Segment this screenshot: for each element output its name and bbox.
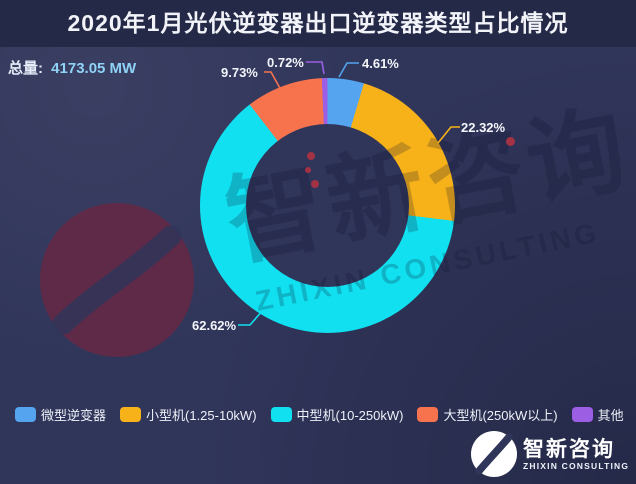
company-logo-icon xyxy=(471,431,517,477)
legend-swatch xyxy=(120,407,142,422)
legend-swatch xyxy=(417,407,439,422)
legend-item: 微型逆变器 xyxy=(15,405,106,424)
slice-label-medium: 62.62% xyxy=(192,318,237,333)
legend-label: 小型机(1.25-10kW) xyxy=(146,408,257,423)
total-value: 4173.05 MW xyxy=(51,60,137,77)
legend-label: 其他 xyxy=(597,408,624,423)
total-readout: 总量: 4173.05 MW xyxy=(8,57,136,78)
page-title: 2020年1月光伏逆变器出口逆变器类型占比情况 xyxy=(67,10,569,36)
legend-swatch xyxy=(571,407,593,422)
slice-label-micro: 4.61% xyxy=(362,56,399,71)
watermark-accent-dot xyxy=(506,137,515,146)
legend-item: 小型机(1.25-10kW) xyxy=(120,405,257,424)
legend-item: 中型机(10-250kW) xyxy=(270,405,404,424)
watermark-accent-dot xyxy=(305,167,311,173)
legend: 微型逆变器 小型机(1.25-10kW) 中型机(10-250kW) 大型机(250k… xyxy=(15,405,624,424)
slice-label-other: 0.72% xyxy=(267,55,304,70)
watermark-accent-dot xyxy=(311,180,319,188)
slice-label-large: 9.73% xyxy=(221,65,258,80)
slice-label-small: 22.32% xyxy=(461,120,506,135)
donut-hole xyxy=(246,124,409,287)
legend-swatch xyxy=(270,407,292,422)
legend-item: 其他 xyxy=(571,405,624,424)
legend-label: 中型机(10-250kW) xyxy=(296,408,404,423)
company-logo-name-en: ZHIXIN CONSULTING xyxy=(523,461,630,471)
watermark-accent-dot xyxy=(307,152,315,160)
company-logo-name-cn: 智新咨询 xyxy=(523,438,615,461)
total-label: 总量: xyxy=(8,60,43,77)
legend-swatch xyxy=(15,407,36,422)
legend-label: 大型机(250kW以上) xyxy=(443,408,558,423)
legend-item: 大型机(250kW以上) xyxy=(417,405,558,424)
header-bar: 2020年1月光伏逆变器出口逆变器类型占比情况 xyxy=(0,0,636,47)
legend-label: 微型逆变器 xyxy=(41,408,107,423)
background-swoosh-logo xyxy=(40,203,194,357)
